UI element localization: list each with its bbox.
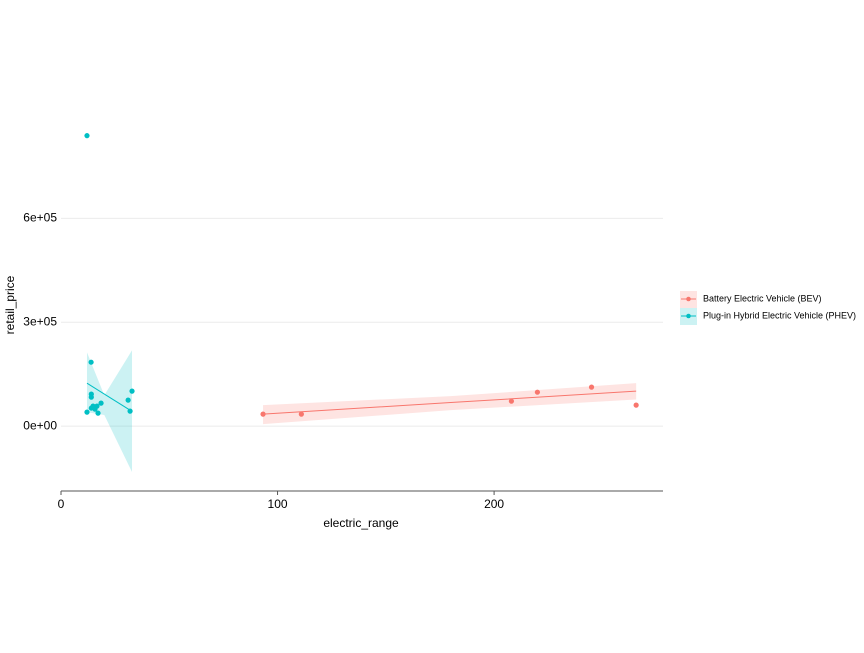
legend-dot bbox=[686, 296, 691, 302]
x-tick-label: 200 bbox=[484, 497, 504, 511]
point bbox=[95, 410, 101, 416]
point bbox=[84, 133, 90, 139]
point bbox=[127, 408, 133, 414]
x-tick-label: 0 bbox=[58, 497, 65, 511]
point bbox=[125, 397, 131, 403]
point bbox=[508, 398, 515, 404]
fit-line bbox=[86, 382, 133, 412]
confidence-band bbox=[86, 350, 133, 473]
point bbox=[260, 411, 266, 417]
point bbox=[88, 359, 94, 365]
y-tick-label: 3e+05 bbox=[23, 314, 57, 328]
point bbox=[129, 388, 135, 394]
y-tick-label: 6e+05 bbox=[23, 211, 57, 225]
y-axis-label: retail_price bbox=[3, 275, 17, 334]
point bbox=[88, 394, 94, 400]
point bbox=[98, 400, 104, 406]
fit-line bbox=[263, 390, 637, 415]
legend-dot bbox=[686, 313, 691, 319]
legend-label: Plug-in Hybrid Electric Vehicle (PHEV) bbox=[703, 310, 856, 320]
point bbox=[588, 384, 595, 390]
point bbox=[298, 411, 304, 417]
point bbox=[84, 409, 90, 415]
y-tick-label: 0e+00 bbox=[23, 418, 57, 432]
point bbox=[94, 403, 100, 409]
x-tick-label: 100 bbox=[268, 497, 288, 511]
confidence-band bbox=[263, 383, 637, 425]
legend-label: Battery Electric Vehicle (BEV) bbox=[703, 293, 822, 303]
point bbox=[633, 402, 639, 408]
point bbox=[534, 389, 541, 395]
x-axis-label: electric_range bbox=[323, 516, 399, 530]
